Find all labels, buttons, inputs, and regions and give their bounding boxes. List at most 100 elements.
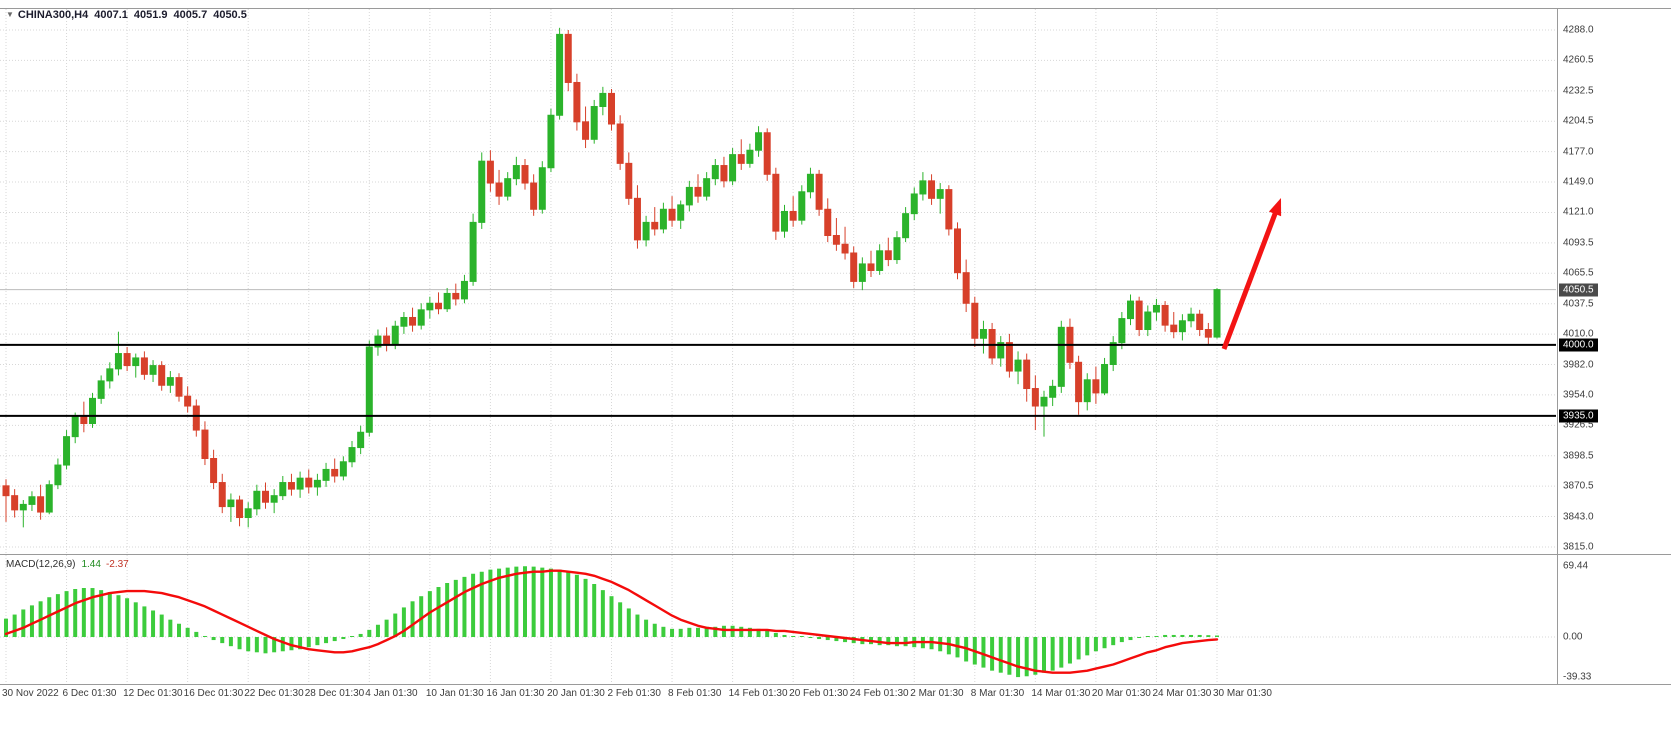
candle: [19, 503, 27, 511]
candle: [902, 213, 910, 239]
candle: [763, 132, 771, 175]
price-axis-label: 3843.0: [1563, 511, 1594, 523]
candle: [884, 250, 892, 261]
time-axis-label: 20 Mar 01:30: [1091, 688, 1151, 699]
candle: [824, 208, 832, 237]
candle: [279, 482, 287, 497]
candle: [54, 464, 62, 486]
candle: [815, 173, 823, 210]
candle: [236, 499, 244, 519]
candle: [1005, 342, 1013, 372]
candle: [1213, 289, 1221, 338]
candle: [806, 173, 814, 193]
time-axis-label: 30 Nov 2022: [2, 688, 59, 699]
time-axis-label: 10 Jan 01:30: [425, 688, 484, 699]
candle: [547, 114, 555, 169]
time-axis[interactable]: 30 Nov 2022 6 Dec 01:30 12 Dec 01:30 16 Dec…: [0, 684, 1671, 702]
candle: [642, 221, 650, 241]
candle: [469, 221, 477, 282]
candle: [1014, 359, 1022, 372]
horizontal-level-lines[interactable]: [0, 343, 1556, 417]
candle: [426, 302, 434, 311]
candle: [365, 346, 373, 433]
candlesticks: [2, 27, 1221, 528]
candle: [1049, 385, 1057, 398]
candle: [417, 309, 425, 326]
candle: [971, 302, 979, 339]
trend-arrow[interactable]: [1221, 198, 1282, 350]
candle: [400, 316, 408, 327]
price-axis[interactable]: 4288.0 4260.5 4232.5 4204.5 4177.0 4149.0 4121…: [1557, 8, 1671, 684]
price-axis-label: 3815.0: [1563, 541, 1594, 553]
candle: [132, 357, 140, 367]
macd-axis-label: -39.33: [1563, 671, 1592, 683]
candle: [374, 335, 382, 348]
candle: [625, 162, 633, 199]
candle: [45, 484, 53, 513]
time-axis-label: 8 Mar 01:30: [970, 688, 1025, 699]
candle: [1204, 329, 1212, 338]
candle: [746, 149, 754, 164]
time-axis-label: 20 Feb 01:30: [789, 688, 849, 699]
candle: [1109, 342, 1117, 365]
candle: [149, 365, 157, 375]
candle: [357, 431, 365, 449]
candle: [1057, 326, 1065, 387]
ohlc-open-value: 4007.1: [94, 9, 128, 21]
time-axis-label: 8 Feb 01:30: [668, 688, 722, 699]
candle: [599, 92, 607, 108]
candle: [512, 165, 520, 180]
macd-axis-label: 0.00: [1563, 631, 1583, 643]
candle: [97, 380, 105, 399]
ohlc-high-value: 4051.9: [133, 9, 168, 21]
time-axis-label: 24 Feb 01:30: [849, 688, 909, 699]
candle: [140, 357, 148, 375]
candle: [348, 447, 356, 463]
candle: [1127, 300, 1134, 320]
candle: [928, 180, 936, 199]
candle: [979, 329, 987, 339]
price-axis-label: 3954.0: [1563, 389, 1594, 401]
candle: [296, 477, 304, 490]
candle: [192, 405, 200, 431]
candle: [633, 197, 641, 241]
macd-signal-value: -2.37: [105, 559, 129, 570]
candle: [832, 235, 840, 245]
candle: [37, 496, 45, 513]
candle: [729, 154, 737, 182]
candle: [123, 353, 131, 367]
candle: [1196, 313, 1204, 331]
price-axis-label: 3926.5: [1563, 419, 1594, 431]
candle: [460, 280, 468, 300]
candle: [391, 325, 399, 346]
candle: [1040, 396, 1048, 407]
price-axis-label: 3982.0: [1563, 359, 1594, 370]
price-axis-label: 4288.0: [1563, 24, 1594, 36]
candle: [253, 490, 261, 510]
candle: [383, 335, 391, 346]
candle: [582, 121, 590, 140]
candle: [1135, 300, 1143, 331]
candle: [616, 123, 624, 164]
candle: [409, 316, 417, 326]
candle: [677, 204, 685, 221]
candle: [331, 468, 339, 477]
time-axis-label: 4 Jan 01:30: [365, 688, 418, 699]
candle: [1152, 304, 1160, 313]
price-axis-label: 4204.5: [1563, 115, 1594, 127]
level-price-badge: 4000.0: [1559, 338, 1598, 352]
candle: [201, 429, 209, 459]
candle: [339, 461, 347, 477]
candle: [244, 508, 252, 519]
candle: [305, 477, 313, 488]
candle: [63, 436, 71, 466]
chart-shift-triangle-icon[interactable]: ▼: [6, 10, 14, 19]
ohlc-close-value: 4050.5: [213, 9, 247, 21]
macd-signal-line: [4, 569, 1219, 674]
candle: [521, 165, 529, 184]
time-axis-label: 2 Mar 01:30: [910, 688, 964, 699]
candle: [850, 252, 858, 282]
candle: [443, 292, 451, 310]
bid-price-badge: 4050.5: [1559, 283, 1598, 297]
